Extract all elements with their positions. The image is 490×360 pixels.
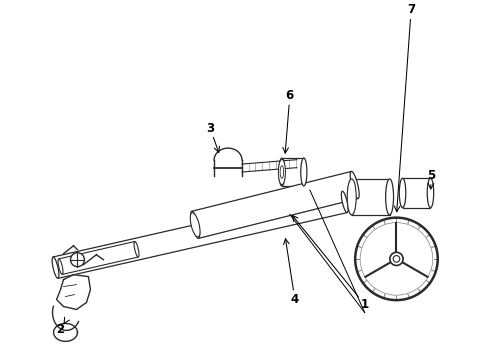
Ellipse shape [280, 166, 284, 178]
Ellipse shape [190, 213, 200, 237]
Polygon shape [352, 179, 390, 215]
Text: 6: 6 [286, 89, 294, 102]
Text: 3: 3 [206, 122, 214, 135]
Polygon shape [59, 242, 138, 274]
Ellipse shape [427, 178, 434, 208]
Ellipse shape [278, 159, 285, 185]
Ellipse shape [52, 257, 59, 278]
Circle shape [390, 252, 403, 265]
Ellipse shape [350, 171, 359, 198]
Polygon shape [282, 158, 304, 186]
Ellipse shape [342, 191, 348, 213]
Text: 4: 4 [291, 293, 299, 306]
Ellipse shape [191, 211, 199, 238]
Polygon shape [192, 171, 358, 238]
Ellipse shape [134, 242, 139, 257]
Ellipse shape [348, 179, 356, 215]
Ellipse shape [279, 158, 285, 186]
Text: 5: 5 [427, 168, 436, 181]
Polygon shape [53, 191, 347, 278]
Text: 1: 1 [361, 298, 368, 311]
Ellipse shape [399, 178, 406, 208]
Polygon shape [403, 178, 431, 208]
Text: 2: 2 [56, 323, 65, 336]
Ellipse shape [347, 179, 356, 215]
Text: 7: 7 [407, 3, 415, 16]
Ellipse shape [301, 158, 307, 186]
Ellipse shape [71, 253, 84, 267]
Ellipse shape [58, 259, 63, 274]
Ellipse shape [386, 179, 393, 215]
